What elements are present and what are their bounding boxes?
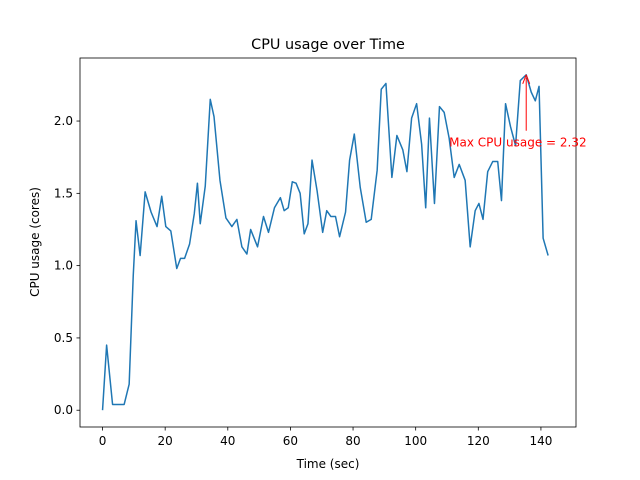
y-tick-label: 0.5 <box>54 331 73 345</box>
y-tick-label: 1.0 <box>54 259 73 273</box>
x-tick-label: 120 <box>467 434 490 448</box>
y-axis-label: CPU usage (cores) <box>28 187 42 297</box>
x-axis-label: Time (sec) <box>296 457 360 471</box>
y-tick-label: 1.5 <box>54 186 73 200</box>
x-tick-label: 80 <box>345 434 360 448</box>
annotation-arrowhead <box>522 74 531 84</box>
y-tick-label: 0.0 <box>54 403 73 417</box>
axes-frame <box>79 57 577 428</box>
x-tick-label: 100 <box>404 434 427 448</box>
x-tick-label: 60 <box>283 434 298 448</box>
chart-title: CPU usage over Time <box>251 37 405 53</box>
x-tick-label: 140 <box>529 434 552 448</box>
annotation-text: Max CPU usage = 2.32 <box>449 136 586 150</box>
x-tick-label: 0 <box>99 434 107 448</box>
x-tick-label: 20 <box>158 434 173 448</box>
data-line <box>101 74 549 411</box>
y-tick-label: 2.0 <box>54 114 73 128</box>
x-tick-label: 40 <box>220 434 235 448</box>
